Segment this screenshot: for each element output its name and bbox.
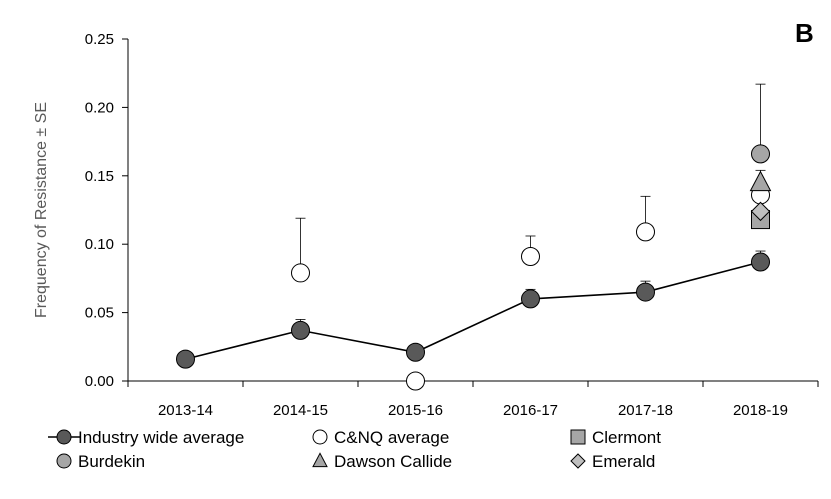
x-tick-label: 2017-18 (618, 402, 673, 419)
y-tick-label: 0.10 (85, 236, 114, 253)
legend-marker-c-nq-average (312, 429, 328, 445)
legend-label-clermont: Clermont (592, 428, 661, 447)
industry-wide-average-point (521, 289, 540, 309)
y-axis-title: Frequency of Resistance ± SE (33, 102, 50, 318)
legend-marker-clermont (570, 429, 586, 445)
y-tick-label: 0.20 (85, 99, 114, 116)
emerald-point (750, 201, 771, 222)
y-tick-label: 0.00 (85, 373, 114, 390)
c-nq-average-point (636, 222, 655, 242)
legend-marker-dawson-callide (312, 452, 328, 468)
axes: 0.00 0.05 0.10 0.15 0.20 0.25 2013-14 2014-15 20… (85, 31, 819, 419)
c-nq-average-point (521, 247, 540, 267)
legend-label-emerald: Emerald (592, 452, 655, 471)
legend-label-burdekin: Burdekin (78, 452, 145, 471)
legend-label-dawson-callide: Dawson Callide (334, 452, 452, 471)
legend-label-industry-wide-average: Industry wide average (78, 428, 244, 447)
legend-label-c-nq-average: C&NQ average (334, 428, 449, 447)
industry-wide-average-point (636, 282, 655, 302)
panel-letter: B (795, 18, 814, 48)
data-markers (176, 144, 772, 391)
legend-marker-emerald (570, 453, 586, 469)
legend-marker-burdekin (56, 453, 72, 469)
x-tick-label: 2014-15 (273, 402, 328, 419)
c-nq-average-point (291, 263, 310, 283)
industry-wide-average-line (185, 261, 761, 360)
industry-wide-average-point (176, 349, 195, 369)
legend-marker-industry-wide-average (56, 429, 72, 445)
y-tick-label: 0.25 (85, 31, 114, 48)
y-tick-label: 0.15 (85, 168, 114, 185)
legend: Industry wide average C&NQ average Clermon… (48, 428, 661, 471)
burdekin-point (751, 144, 770, 164)
x-tick-label: 2016-17 (503, 402, 558, 419)
y-tick-label: 0.05 (85, 305, 114, 322)
dawson-callide-point (749, 170, 772, 192)
x-tick-label: 2013-14 (158, 402, 213, 419)
industry-wide-average-point (406, 342, 425, 362)
x-tick-label: 2018-19 (733, 402, 788, 419)
industry-wide-average-point (751, 252, 770, 272)
industry-wide-average-point (291, 320, 310, 340)
series-lines (185, 261, 761, 360)
c-nq-average-point (406, 371, 425, 391)
x-tick-label: 2015-16 (388, 402, 443, 419)
